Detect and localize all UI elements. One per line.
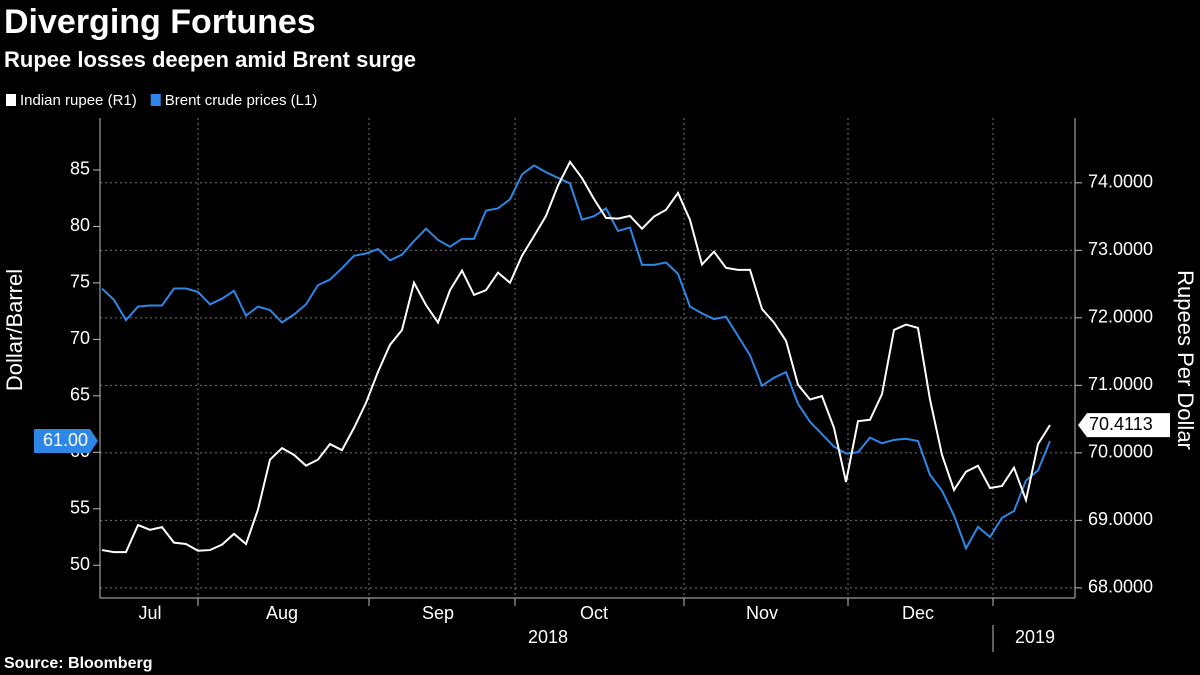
- x-tick-label: Nov: [746, 603, 778, 623]
- legend-swatch: [6, 94, 16, 106]
- y2-tick-label: 72.0000: [1088, 307, 1153, 327]
- y-axis-title: Dollar/Barrel: [2, 269, 27, 391]
- x-tick-label: Oct: [580, 603, 608, 623]
- y2-tick-label: 68.0000: [1088, 577, 1153, 597]
- series-line: [101, 159, 1051, 554]
- y-tick-label: 80: [70, 215, 90, 235]
- y-tick-label: 70: [70, 328, 90, 348]
- end-label-box: [1078, 413, 1170, 438]
- year-label: 2018: [528, 627, 568, 647]
- y2-tick-label: 69.0000: [1088, 509, 1153, 529]
- y-tick-label: 85: [70, 159, 90, 179]
- end-label: 70.4113: [1089, 414, 1153, 434]
- series-line: [101, 164, 1051, 551]
- y-tick-label: 75: [70, 272, 90, 292]
- x-tick-label: Dec: [902, 603, 934, 623]
- legend-swatch: [150, 94, 161, 106]
- x-tick-label: Sep: [422, 603, 454, 623]
- y-tick-label: 50: [70, 554, 90, 574]
- chart-subtitle: Rupee losses deepen amid Brent surge: [4, 47, 416, 72]
- x-tick-label: Jul: [138, 603, 161, 623]
- y2-tick-label: 74.0000: [1088, 172, 1153, 192]
- end-label-box: [34, 429, 98, 454]
- legend-label: Brent crude prices (L1): [165, 92, 318, 109]
- year-label: 2019: [1015, 627, 1055, 647]
- x-tick-label: Aug: [266, 603, 298, 623]
- end-label: 61.00: [43, 430, 88, 450]
- y2-tick-label: 71.0000: [1088, 374, 1153, 394]
- legend-label: Indian rupee (R1): [20, 92, 137, 109]
- y2-axis-title: Rupees Per Dollar: [1173, 270, 1198, 450]
- y2-tick-label: 70.0000: [1088, 442, 1153, 462]
- y-tick-label: 55: [70, 498, 90, 518]
- source: Source: Bloomberg: [4, 655, 152, 672]
- y2-tick-label: 73.0000: [1088, 239, 1153, 259]
- chart-title: Diverging Fortunes: [4, 3, 316, 41]
- y-tick-label: 65: [70, 385, 90, 405]
